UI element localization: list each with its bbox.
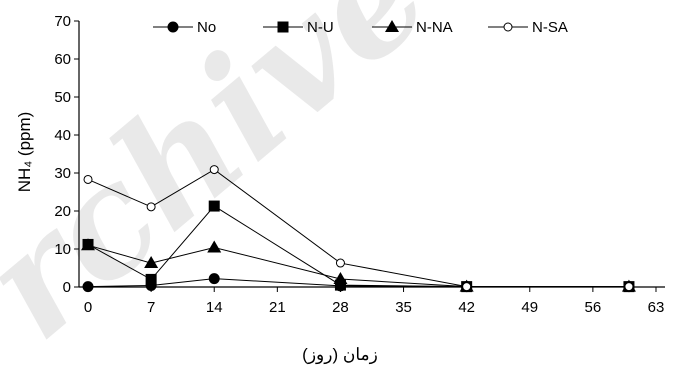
series-line-n-sa: [87, 168, 629, 288]
data-point-n-na: [81, 238, 96, 251]
y-tick-label: 40: [54, 127, 71, 144]
legend-label: No: [197, 19, 216, 36]
data-point-n-u: [145, 273, 157, 285]
data-point-n-na: [207, 240, 222, 253]
x-tick-label: 49: [521, 299, 538, 316]
x-tick-label: 0: [84, 299, 92, 316]
x-tick-label: 7: [147, 299, 155, 316]
legend-item-n-sa: N-SA: [488, 19, 568, 36]
legend-item-n-na: N-NA: [372, 19, 453, 36]
legend-label: N-U: [307, 19, 334, 36]
legend-marker: [385, 20, 399, 32]
tick-labels: 0 10 20 30 40 50 60 70 0 7 14 21 28 35 42 49 56 63: [54, 13, 664, 316]
legend-label: N-NA: [416, 19, 453, 36]
x-tick-label: 56: [585, 299, 602, 316]
x-tick-label: 42: [458, 299, 475, 316]
y-tick-label: 70: [54, 13, 71, 30]
data-point-n-sa: [335, 258, 345, 268]
data-point-n-sa: [209, 165, 219, 175]
x-tick-label: 14: [206, 299, 223, 316]
y-tick-label: 30: [54, 165, 71, 182]
legend: No N-U N-NA N-SA: [153, 19, 568, 36]
legend-marker: [277, 21, 289, 33]
data-point-n-na: [144, 256, 159, 269]
data-point-n-u: [208, 200, 220, 212]
y-tick-label: 10: [54, 241, 71, 258]
x-tick-label: 35: [395, 299, 412, 316]
legend-label: N-SA: [532, 19, 568, 36]
legend-marker: [503, 22, 513, 32]
legend-marker: [167, 21, 179, 33]
data-point-n-sa: [624, 282, 634, 292]
x-axis-label: زمان (روز): [302, 345, 378, 365]
data-point-n-sa: [83, 174, 93, 184]
data-point-n-u: [334, 279, 346, 291]
x-tick-label: 63: [648, 299, 665, 316]
data-point-n-sa: [146, 202, 156, 212]
x-tick-label: 21: [269, 299, 286, 316]
y-tick-label: 0: [63, 279, 71, 296]
series-layer: [81, 165, 636, 293]
x-tick-label: 28: [332, 299, 349, 316]
series-n-sa: [83, 165, 634, 292]
data-point-n-sa: [462, 282, 472, 292]
data-point-no: [82, 281, 94, 293]
y-tick-label: 60: [54, 51, 71, 68]
y-tick-label: 50: [54, 89, 71, 106]
data-point-n-na: [333, 272, 348, 285]
data-point-no: [208, 273, 220, 285]
legend-item-no: No: [153, 19, 216, 36]
y-tick-label: 20: [54, 203, 71, 220]
legend-item-n-u: N-U: [263, 19, 334, 36]
y-axis-label: NH₄ (ppm): [15, 112, 34, 193]
